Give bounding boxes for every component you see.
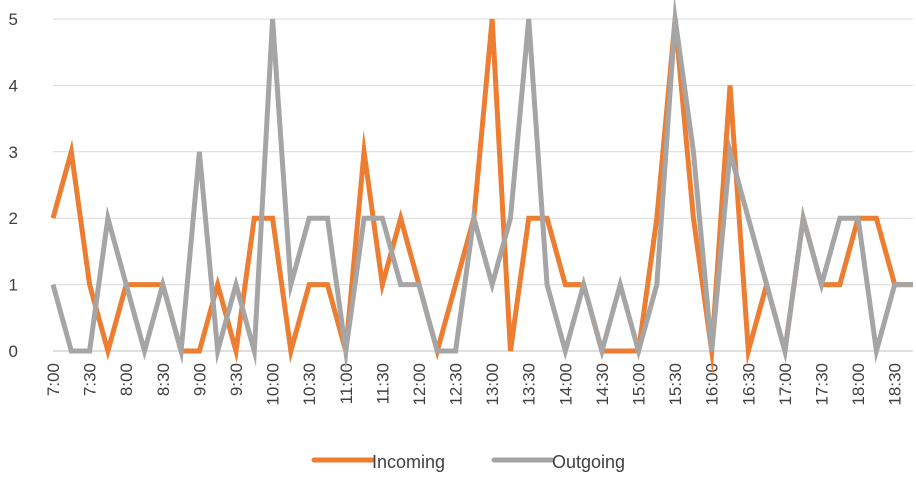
legend-label-outgoing: Outgoing xyxy=(552,452,625,472)
x-tick-label: 10:30 xyxy=(300,363,319,406)
gridlines xyxy=(53,18,913,352)
y-tick-label: 3 xyxy=(9,143,18,162)
y-axis: 0 1 2 3 4 5 xyxy=(9,10,18,361)
x-tick-label: 16:00 xyxy=(703,363,722,406)
x-tick-label: 7:30 xyxy=(81,363,100,396)
x-tick-label: 14:30 xyxy=(593,363,612,406)
x-tick-label: 17:00 xyxy=(776,363,795,406)
legend-item-outgoing: Outgoing xyxy=(491,452,625,472)
x-tick-label: 16:30 xyxy=(739,363,758,406)
y-tick-label: 2 xyxy=(9,209,18,228)
x-tick-label: 11:00 xyxy=(337,363,356,404)
x-tick-label: 12:00 xyxy=(410,363,429,406)
legend-label-incoming: Incoming xyxy=(372,452,445,472)
x-axis: 7:00 7:30 8:00 8:30 9:00 9:30 10:00 10:30 11:00 1… xyxy=(44,363,905,406)
y-tick-label: 0 xyxy=(9,342,18,361)
x-tick-label: 13:00 xyxy=(483,363,502,406)
x-tick-label: 15:30 xyxy=(666,363,685,406)
x-tick-label: 7:00 xyxy=(44,363,63,396)
legend-item-incoming: Incoming xyxy=(311,452,445,472)
x-tick-label: 17:30 xyxy=(813,363,832,406)
x-tick-label: 11:30 xyxy=(373,363,392,404)
y-tick-label: 4 xyxy=(9,76,18,95)
legend: Incoming Outgoing xyxy=(311,452,625,472)
x-tick-label: 13:30 xyxy=(520,363,539,406)
series-line-incoming xyxy=(50,18,913,376)
x-tick-label: 14:00 xyxy=(556,363,575,406)
x-tick-label: 8:30 xyxy=(154,363,173,396)
x-tick-label: 15:00 xyxy=(630,363,649,406)
x-tick-label: 12:30 xyxy=(447,363,466,406)
x-tick-label: 10:00 xyxy=(264,363,283,406)
x-tick-label: 18:30 xyxy=(886,363,905,406)
x-tick-label: 9:30 xyxy=(227,363,246,396)
series-line-outgoing xyxy=(50,0,913,370)
y-tick-label: 5 xyxy=(9,10,18,29)
y-tick-label: 1 xyxy=(9,276,18,295)
series-lines xyxy=(50,0,913,376)
x-tick-label: 8:00 xyxy=(117,363,136,396)
x-tick-label: 18:00 xyxy=(849,363,868,406)
x-tick-label: 9:00 xyxy=(190,363,209,396)
